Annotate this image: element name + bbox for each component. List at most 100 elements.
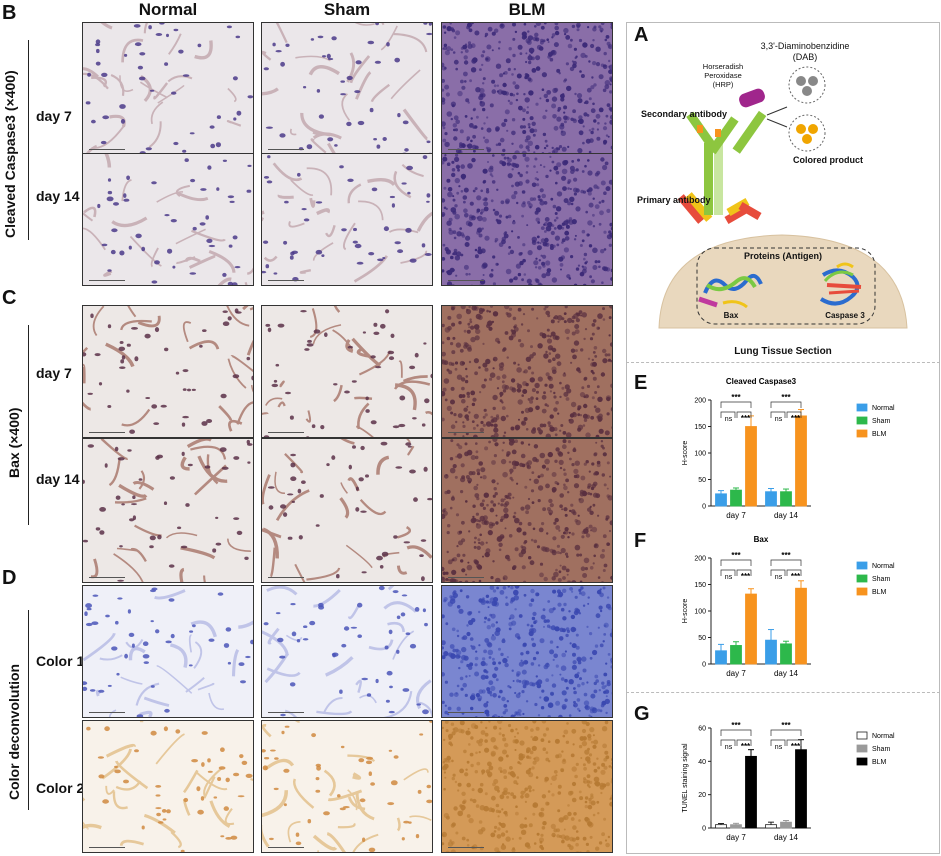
scale-bar	[448, 145, 484, 150]
x-tick-label: day 7	[726, 669, 746, 678]
scale-bar	[89, 428, 125, 433]
y-tick-label: 60	[698, 726, 706, 733]
y-axis-label: H-score	[682, 599, 689, 624]
sig-label-ns: ns	[725, 744, 733, 751]
panel-letter-d: D	[2, 567, 17, 589]
y-tick-label: 150	[694, 424, 706, 431]
scale-bar	[268, 708, 304, 713]
chart-g-tunel: 0 20 40 60 TUNEL staining signal day 7 *** ns **…	[682, 721, 895, 842]
sig-label-inner-right: ***	[791, 572, 801, 581]
sig-label-outer: ***	[781, 551, 791, 560]
column-header-normal: Normal	[138, 0, 198, 19]
proteins-antigen-label: Proteins (Antigen)	[744, 251, 822, 261]
panel-letter-c: C	[2, 287, 17, 309]
x-tick-label: day 7	[726, 511, 746, 520]
secondary-antibody-label: Secondary antibody	[641, 109, 727, 119]
sig-label-outer: ***	[731, 551, 741, 560]
legend-swatch-sham	[856, 574, 868, 583]
panel-letter-b: B	[2, 2, 17, 24]
sig-bracket-right	[786, 569, 802, 576]
bar-blm-day-14	[795, 415, 807, 507]
row-label-color1: Color 1	[36, 653, 85, 669]
row-label-color2: Color 2	[36, 780, 85, 796]
group-bracket-bax	[28, 325, 29, 525]
dab-label: 3,3'-Diaminobenzidine	[761, 41, 850, 51]
legend-swatch-blm	[856, 429, 868, 438]
sig-label-inner-right: ***	[791, 742, 801, 751]
micrograph-color1-normal	[82, 585, 254, 718]
scale-bar	[448, 708, 484, 713]
sig-label-inner-right: ***	[741, 572, 751, 581]
micrograph-cc-day7-sham	[261, 22, 433, 155]
chart-title: Bax	[754, 535, 769, 544]
micrograph-bax-day14-sham	[261, 438, 433, 583]
bar-blm-day-7	[745, 755, 757, 829]
panel-letter-e: E	[634, 372, 648, 394]
row-label-bax-day7: day 7	[36, 365, 72, 381]
bar-sham-day-14	[780, 491, 792, 507]
sig-bracket-outer	[770, 729, 802, 736]
secondary-antibody-icon	[686, 110, 767, 215]
bar-normal-day-7	[715, 493, 727, 507]
ihc-schematic-diagram: 3,3'-Diaminobenzidine (DAB) Horseradish …	[637, 41, 908, 357]
colored-product-label: Colored product	[793, 155, 863, 165]
sig-bracket-outer	[720, 559, 752, 566]
antigen-dashed-box	[696, 247, 876, 325]
sig-label-outer: ***	[781, 393, 791, 402]
sig-bracket-outer	[720, 729, 752, 736]
sig-label-ns: ns	[775, 744, 783, 751]
scale-bar	[448, 276, 484, 281]
y-axis-label: H-score	[682, 441, 689, 466]
group-label-color-deconvolution: Color deconvolution	[6, 663, 22, 800]
sig-bracket-right	[736, 411, 752, 418]
sig-bracket-left	[720, 569, 736, 576]
sig-label-outer: ***	[781, 721, 791, 730]
column-header-sham: Sham	[323, 0, 371, 19]
lung-tissue-shape	[658, 234, 908, 329]
y-tick-label: 40	[698, 759, 706, 766]
scale-bar	[268, 276, 304, 281]
scale-bar	[448, 573, 484, 578]
group-bracket-colordeconv	[28, 610, 29, 810]
y-tick-label: 100	[694, 609, 706, 616]
hrp-label-1: Horseradish	[703, 62, 743, 71]
bar-normal-day-14	[765, 491, 777, 507]
micrograph-cc-day7-blm	[441, 22, 613, 155]
micrograph-bax-day14-normal	[82, 438, 254, 583]
dab-molecule-icon	[788, 66, 826, 104]
sig-bracket-right	[736, 569, 752, 576]
legend-label-sham: Sham	[872, 746, 890, 753]
sig-label-inner-right: ***	[741, 742, 751, 751]
y-tick-label: 200	[694, 556, 706, 563]
bar-sham-day-14	[780, 821, 792, 829]
x-tick-label: day 14	[774, 669, 799, 678]
sig-bracket-outer	[720, 401, 752, 408]
legend-label-sham: Sham	[872, 576, 890, 583]
scale-bar	[89, 145, 125, 150]
scale-bar	[448, 428, 484, 433]
y-tick-label: 0	[702, 826, 706, 833]
y-tick-label: 0	[702, 504, 706, 511]
scale-bar	[89, 708, 125, 713]
y-tick-label: 20	[698, 792, 706, 799]
scale-bar	[268, 573, 304, 578]
panel-letter-a: A	[634, 24, 649, 46]
row-label-bax-day14: day 14	[36, 471, 80, 487]
y-tick-label: 0	[702, 662, 706, 669]
y-tick-label: 50	[698, 635, 706, 642]
legend-swatch-normal	[856, 731, 868, 740]
scale-bar	[89, 573, 125, 578]
y-tick-label: 100	[694, 451, 706, 458]
sig-bracket-left	[720, 739, 736, 746]
micrograph-cc-day14-normal	[82, 153, 254, 286]
row-label-cc-day7: day 7	[36, 108, 72, 124]
y-tick-label: 50	[698, 477, 706, 484]
sig-label-ns: ns	[725, 574, 733, 581]
sig-bracket-left	[770, 569, 786, 576]
scale-bar	[448, 843, 484, 848]
legend-label-normal: Normal	[872, 733, 895, 740]
legend-label-normal: Normal	[872, 563, 895, 570]
hrp-label-2: Peroxidase	[704, 71, 742, 80]
legend-swatch-sham	[856, 416, 868, 425]
sig-label-outer: ***	[731, 721, 741, 730]
